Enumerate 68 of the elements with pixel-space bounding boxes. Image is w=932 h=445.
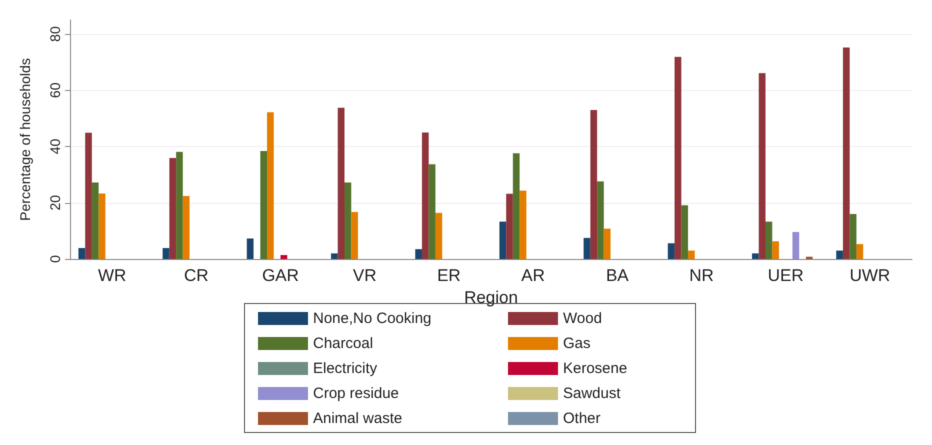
y-tick-label: 40 <box>47 138 63 154</box>
bar <box>584 238 590 259</box>
x-tick-label: GAR <box>262 266 299 285</box>
bar <box>758 73 766 259</box>
legend-label: None,No Cooking <box>313 310 432 327</box>
bar <box>856 244 864 259</box>
bar <box>85 132 92 259</box>
bar <box>850 214 856 259</box>
x-tick-label: NR <box>689 266 714 285</box>
bar <box>674 56 682 259</box>
bar <box>604 228 611 259</box>
bar <box>176 152 183 259</box>
y-axis-title: Percentage of households <box>17 58 33 221</box>
legend-label: Gas <box>563 335 591 352</box>
x-tick-label: UER <box>768 266 804 285</box>
bar <box>499 222 506 259</box>
x-tick-label: WR <box>98 266 126 285</box>
bar <box>182 196 190 259</box>
bar <box>415 249 422 259</box>
legend-label: Wood <box>563 310 602 327</box>
x-tick-label: VR <box>352 266 377 285</box>
legend-label: Charcoal <box>313 335 374 352</box>
bar <box>92 182 99 259</box>
bar <box>597 181 604 259</box>
bar <box>772 241 779 259</box>
x-tick-label: ER <box>437 266 461 285</box>
legend-label: Sawdust <box>563 385 622 402</box>
legend-label: Kerosene <box>563 360 628 377</box>
bar <box>668 243 675 259</box>
bar <box>169 158 176 259</box>
bar <box>267 112 274 259</box>
bar <box>78 248 86 259</box>
bar <box>792 232 800 259</box>
bar <box>280 255 288 259</box>
x-axis-title: Region <box>464 288 518 307</box>
bar <box>246 238 254 259</box>
bar <box>98 193 106 259</box>
bar <box>344 182 352 259</box>
bar <box>331 253 338 259</box>
legend-label: Other <box>563 410 601 427</box>
bar <box>338 108 344 259</box>
x-tick-label: UWR <box>850 266 890 285</box>
bar <box>590 110 598 259</box>
y-tick-label: 20 <box>47 194 63 211</box>
bar <box>688 250 695 259</box>
bar <box>260 151 268 259</box>
bar <box>752 253 759 259</box>
legend-label: Crop residue <box>313 385 399 402</box>
x-tick-label: BA <box>606 266 630 285</box>
bar <box>842 48 850 259</box>
y-tick-label: 60 <box>47 82 63 98</box>
bar <box>351 212 358 259</box>
bar <box>435 212 442 259</box>
legend-label: Animal waste <box>313 410 402 427</box>
bar <box>681 205 688 259</box>
y-tick-label: 0 <box>47 254 63 263</box>
y-tick-label: 80 <box>47 26 63 42</box>
bar <box>836 250 843 259</box>
legend-label: Electricity <box>313 360 378 377</box>
bar <box>162 248 170 259</box>
x-tick-label: CR <box>184 266 209 285</box>
bar <box>422 132 429 259</box>
x-tick-label: AR <box>521 266 545 285</box>
bar <box>512 153 520 259</box>
bar <box>428 164 436 259</box>
bar <box>765 222 772 259</box>
bar <box>506 194 513 259</box>
bar <box>520 190 526 259</box>
